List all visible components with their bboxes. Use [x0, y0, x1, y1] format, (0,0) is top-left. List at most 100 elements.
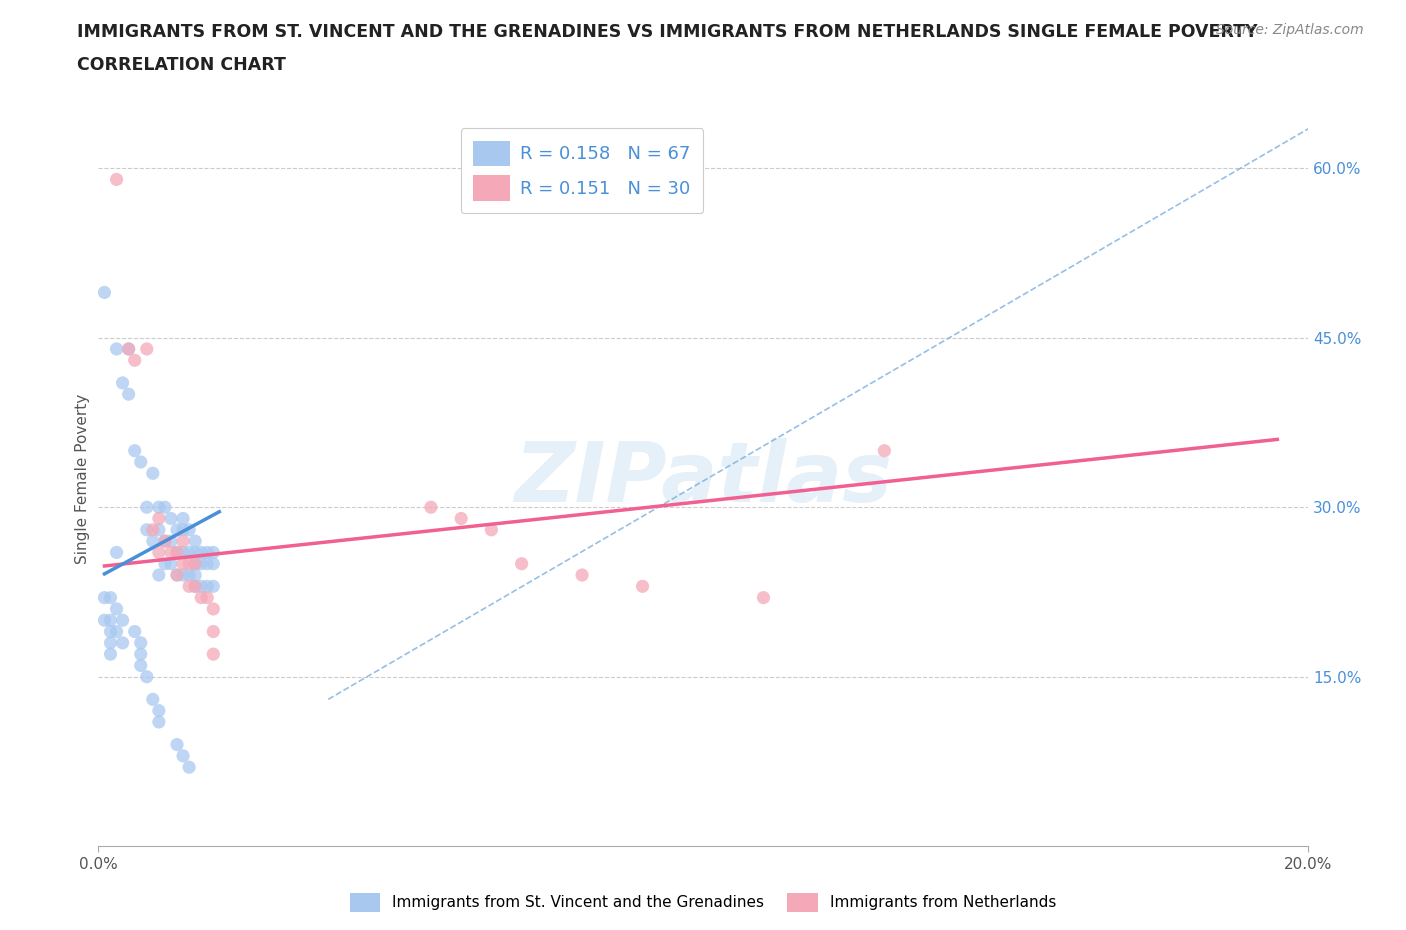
Point: [172, 512, 194, 526]
Point: [184, 556, 207, 571]
Point: [160, 545, 183, 560]
Point: [202, 602, 225, 617]
Point: [105, 602, 128, 617]
Point: [172, 749, 194, 764]
Point: [100, 635, 122, 650]
Point: [153, 534, 176, 549]
Point: [148, 523, 170, 538]
Point: [105, 172, 128, 187]
Point: [450, 512, 472, 526]
Point: [172, 523, 194, 538]
Point: [184, 567, 207, 582]
Text: CORRELATION CHART: CORRELATION CHART: [77, 56, 287, 73]
Point: [105, 341, 128, 356]
Point: [135, 670, 157, 684]
Point: [184, 578, 207, 593]
Point: [510, 556, 533, 571]
Text: ZIPatlas: ZIPatlas: [515, 438, 891, 520]
Point: [752, 591, 775, 605]
Point: [202, 646, 225, 661]
Point: [160, 556, 183, 571]
Point: [111, 635, 134, 650]
Point: [166, 567, 188, 582]
Point: [184, 545, 207, 560]
Point: [129, 455, 152, 470]
Point: [179, 567, 201, 582]
Point: [129, 646, 152, 661]
Point: [184, 534, 207, 549]
Point: [118, 341, 141, 356]
Legend: R = 0.158   N = 67, R = 0.151   N = 30: R = 0.158 N = 67, R = 0.151 N = 30: [461, 128, 703, 213]
Point: [166, 523, 188, 538]
Point: [135, 499, 157, 514]
Point: [166, 567, 188, 582]
Point: [195, 545, 218, 560]
Point: [118, 387, 141, 402]
Point: [100, 624, 122, 639]
Point: [631, 578, 654, 593]
Point: [118, 341, 141, 356]
Point: [129, 635, 152, 650]
Point: [172, 545, 194, 560]
Point: [873, 444, 896, 458]
Point: [190, 591, 212, 605]
Point: [195, 578, 218, 593]
Point: [124, 444, 146, 458]
Point: [179, 760, 201, 775]
Point: [105, 545, 128, 560]
Point: [153, 534, 176, 549]
Point: [172, 534, 194, 549]
Point: [160, 512, 183, 526]
Point: [179, 578, 201, 593]
Point: [100, 591, 122, 605]
Point: [93, 613, 115, 628]
Point: [142, 692, 165, 707]
Point: [148, 545, 170, 560]
Y-axis label: Single Female Poverty: Single Female Poverty: [75, 393, 90, 565]
Point: [111, 613, 134, 628]
Text: IMMIGRANTS FROM ST. VINCENT AND THE GRENADINES VS IMMIGRANTS FROM NETHERLANDS SI: IMMIGRANTS FROM ST. VINCENT AND THE GREN…: [77, 23, 1258, 41]
Point: [202, 545, 225, 560]
Point: [129, 658, 152, 673]
Point: [124, 352, 146, 367]
Legend: Immigrants from St. Vincent and the Grenadines, Immigrants from Netherlands: Immigrants from St. Vincent and the Gren…: [343, 887, 1063, 918]
Point: [124, 624, 146, 639]
Point: [142, 466, 165, 481]
Point: [142, 523, 165, 538]
Point: [202, 624, 225, 639]
Point: [202, 556, 225, 571]
Point: [172, 567, 194, 582]
Point: [202, 578, 225, 593]
Point: [481, 523, 503, 538]
Point: [100, 646, 122, 661]
Point: [190, 556, 212, 571]
Point: [179, 523, 201, 538]
Point: [111, 376, 134, 391]
Point: [148, 512, 170, 526]
Point: [105, 624, 128, 639]
Point: [93, 591, 115, 605]
Point: [571, 567, 593, 582]
Point: [179, 556, 201, 571]
Point: [166, 737, 188, 752]
Point: [190, 578, 212, 593]
Point: [148, 499, 170, 514]
Point: [166, 545, 188, 560]
Point: [179, 545, 201, 560]
Point: [172, 556, 194, 571]
Point: [148, 567, 170, 582]
Point: [160, 534, 183, 549]
Point: [148, 714, 170, 729]
Point: [135, 341, 157, 356]
Point: [190, 545, 212, 560]
Point: [184, 578, 207, 593]
Point: [148, 703, 170, 718]
Point: [142, 534, 165, 549]
Point: [153, 556, 176, 571]
Point: [93, 285, 115, 299]
Point: [166, 545, 188, 560]
Point: [184, 556, 207, 571]
Point: [135, 523, 157, 538]
Point: [420, 499, 443, 514]
Point: [195, 556, 218, 571]
